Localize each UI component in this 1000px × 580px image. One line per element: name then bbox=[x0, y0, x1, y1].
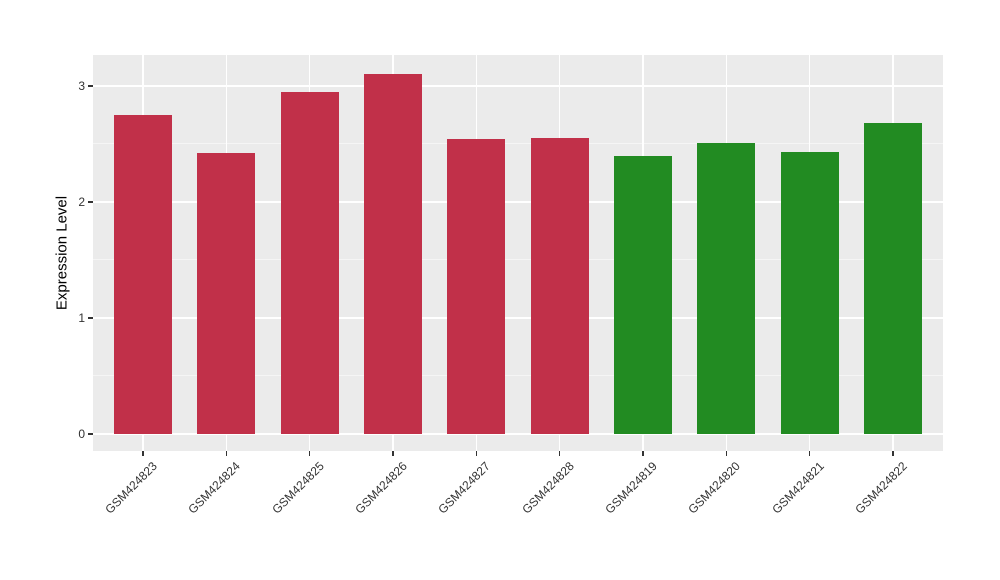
bar-GSM424826 bbox=[363, 74, 423, 434]
y-tick-mark-1 bbox=[88, 317, 93, 319]
x-tick-label-GSM424827: GSM424827 bbox=[435, 459, 494, 517]
gridline-minor-y-0.5 bbox=[93, 375, 943, 377]
x-tick-label-GSM424821: GSM424821 bbox=[769, 459, 827, 517]
x-tick-label-GSM424826: GSM424826 bbox=[352, 459, 410, 517]
y-tick-label-0: 0 bbox=[78, 426, 85, 441]
x-tick-label-GSM424825: GSM424825 bbox=[269, 459, 327, 517]
x-tick-mark-GSM424825 bbox=[308, 451, 311, 456]
gridline-major-y-2 bbox=[93, 201, 943, 203]
bar-GSM424820 bbox=[697, 142, 756, 434]
bar-GSM424819 bbox=[613, 155, 673, 434]
x-tick-mark-GSM424828 bbox=[558, 451, 561, 456]
y-tick-mark-2 bbox=[88, 201, 93, 203]
bar-GSM424825 bbox=[280, 91, 339, 434]
x-tick-mark-GSM424826 bbox=[392, 451, 394, 456]
y-tick-mark-0 bbox=[88, 433, 93, 435]
x-tick-label-GSM424823: GSM424823 bbox=[102, 459, 160, 517]
bar-GSM424824 bbox=[197, 153, 256, 434]
bar-GSM424827 bbox=[447, 139, 506, 434]
x-tick-mark-GSM424822 bbox=[892, 451, 894, 456]
x-tick-label-GSM424822: GSM424822 bbox=[852, 459, 910, 517]
bar-GSM424828 bbox=[530, 138, 589, 434]
bar-GSM424823 bbox=[113, 114, 173, 434]
x-tick-label-GSM424828: GSM424828 bbox=[519, 459, 577, 517]
y-tick-mark-3 bbox=[88, 85, 93, 87]
x-tick-mark-GSM424819 bbox=[642, 451, 644, 456]
bar-GSM424821 bbox=[780, 152, 839, 434]
bar-GSM424822 bbox=[863, 123, 923, 434]
x-tick-label-GSM424819: GSM424819 bbox=[602, 459, 660, 517]
y-tick-label-3: 3 bbox=[78, 78, 85, 93]
x-tick-mark-GSM424827 bbox=[475, 451, 478, 456]
x-tick-mark-GSM424823 bbox=[142, 451, 144, 456]
gridline-minor-y-1.5 bbox=[93, 259, 943, 261]
x-tick-label-GSM424820: GSM424820 bbox=[685, 459, 744, 517]
x-tick-label-GSM424824: GSM424824 bbox=[185, 459, 244, 517]
x-tick-mark-GSM424821 bbox=[808, 451, 811, 456]
gridline-major-y-3 bbox=[93, 85, 943, 87]
x-tick-mark-GSM424824 bbox=[225, 451, 228, 456]
y-tick-label-1: 1 bbox=[78, 310, 85, 325]
plot-panel bbox=[93, 55, 943, 451]
gridline-major-y-1 bbox=[93, 317, 943, 319]
y-axis-title: Expression Level bbox=[53, 195, 71, 311]
y-tick-label-2: 2 bbox=[78, 194, 85, 209]
gridline-major-y-0 bbox=[93, 433, 943, 435]
x-tick-mark-GSM424820 bbox=[725, 451, 728, 456]
gridline-minor-y-2.5 bbox=[93, 143, 943, 145]
